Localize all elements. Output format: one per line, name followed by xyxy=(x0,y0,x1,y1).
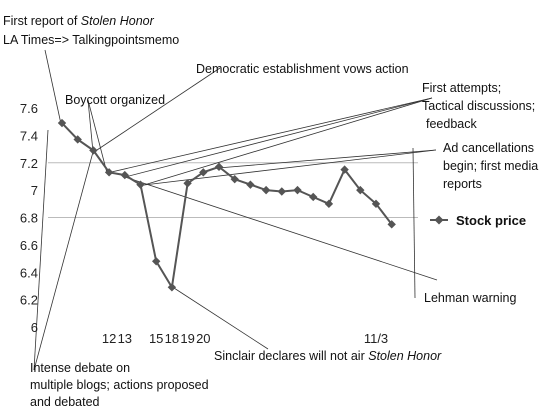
annotation-ad-cancel-1: Ad cancellations xyxy=(443,141,534,155)
annotation-boycott: Boycott organized xyxy=(65,93,165,107)
x-tick-label-0: 12 xyxy=(102,331,116,346)
annotation-sinclair: Sinclair declares will not air Stolen Ho… xyxy=(214,349,442,363)
data-point-5 xyxy=(136,180,145,189)
data-point-6 xyxy=(152,257,161,266)
x-tick-label-2: 15 xyxy=(149,331,163,346)
y-tick-label-1: 6.2 xyxy=(20,293,38,308)
annotation-first-report-line2: LA Times=> Talkingpointsmemo xyxy=(3,33,179,47)
data-point-21 xyxy=(387,220,396,229)
x-tick-label-6: 11/3 xyxy=(364,331,388,346)
y-tick-label-7: 7.4 xyxy=(20,128,38,143)
leader-first-attempts-b xyxy=(124,97,433,178)
data-point-3 xyxy=(104,168,114,177)
y-tick-label-5: 7 xyxy=(31,183,38,198)
data-point-15 xyxy=(293,185,302,195)
data-point-8 xyxy=(183,179,192,188)
data-point-20 xyxy=(371,199,381,209)
annotation-ad-cancel-2: begin; first media xyxy=(443,159,538,173)
y-tick-label-3: 6.6 xyxy=(20,238,38,253)
annotation-lehman: Lehman warning xyxy=(424,291,516,305)
y-tick-label-6: 7.2 xyxy=(20,156,38,171)
leader-first-attempts-a xyxy=(106,97,433,174)
annotation-intense-debate-1: Intense debate on xyxy=(30,361,130,375)
data-point-19 xyxy=(356,185,365,195)
data-point-1 xyxy=(73,135,82,144)
leader-dem-establishment xyxy=(93,67,221,153)
y-axis: 6 6.2 6.4 6.6 6.8 7 7.2 7.4 7.6 xyxy=(20,101,38,335)
data-point-17 xyxy=(324,199,334,209)
x-tick-label-1: 13 xyxy=(118,331,132,346)
leader-lehman-a xyxy=(412,147,416,299)
data-point-0 xyxy=(57,118,67,128)
data-point-18 xyxy=(340,165,349,174)
legend-label: Stock price xyxy=(456,213,526,228)
data-point-9 xyxy=(199,168,208,177)
leader-first-attempts-c xyxy=(143,97,433,186)
annotation-dem-establishment: Democratic establishment vows action xyxy=(196,62,409,76)
annotation-first-report-line1: First report of Stolen Honor xyxy=(3,14,155,28)
y-tick-label-2: 6.4 xyxy=(20,265,38,280)
annotation-first-attempts-2: Tactical discussions; xyxy=(422,99,535,113)
leader-boycott-a xyxy=(87,99,94,153)
gridlines xyxy=(48,162,418,218)
y-tick-label-0: 6 xyxy=(31,320,38,335)
data-point-4 xyxy=(120,170,129,180)
leader-sinclair xyxy=(173,287,269,350)
annotation-first-attempts-1: First attempts; xyxy=(422,81,501,95)
y-tick-label-8: 7.6 xyxy=(20,101,38,116)
leader-ad-cancel-b xyxy=(217,149,437,169)
leader-intense-debate-a xyxy=(33,151,94,371)
x-tick-label-3: 18 xyxy=(165,331,179,346)
leader-boycott-b xyxy=(87,99,108,174)
x-axis: 12 13 15 18 19 20 11/3 xyxy=(102,331,388,346)
annotation-ad-cancel-3: reports xyxy=(443,177,482,191)
leader-lehman-b xyxy=(124,176,438,281)
annotation-intense-debate-3: and debated xyxy=(30,395,100,409)
data-point-7 xyxy=(167,283,177,292)
legend-marker xyxy=(434,215,444,225)
data-point-2 xyxy=(89,146,98,155)
x-tick-label-5: 20 xyxy=(196,331,210,346)
annotation-intense-debate-2: multiple blogs; actions proposed xyxy=(30,378,209,392)
y-tick-label-4: 6.8 xyxy=(20,211,38,226)
data-point-11 xyxy=(230,174,239,184)
data-point-10 xyxy=(214,162,224,172)
data-point-13 xyxy=(261,185,271,195)
annotation-first-attempts-3: feedback xyxy=(426,117,477,131)
data-point-12 xyxy=(246,180,255,189)
leader-first-report xyxy=(44,49,62,125)
data-point-16 xyxy=(309,192,318,202)
leader-intense-debate-b xyxy=(33,129,49,371)
legend: Stock price xyxy=(430,213,526,228)
data-point-14 xyxy=(277,187,286,196)
x-tick-label-4: 19 xyxy=(180,331,194,346)
series-stock-price xyxy=(57,118,396,292)
series-line-0 xyxy=(61,122,393,291)
